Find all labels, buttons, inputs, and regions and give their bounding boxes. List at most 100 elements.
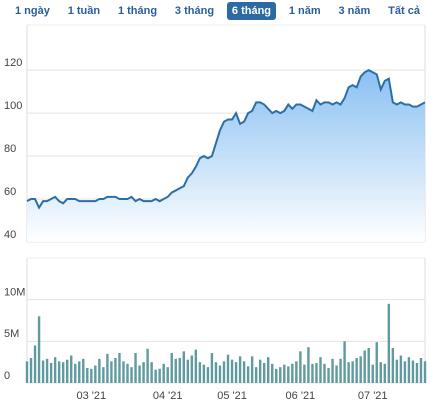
volume-bar: [307, 347, 310, 383]
volume-bar: [234, 362, 238, 383]
volume-bar: [355, 358, 358, 383]
volume-bar: [170, 353, 173, 383]
volume-bar: [283, 364, 286, 383]
volume-bar: [78, 361, 81, 383]
volume-bar: [291, 363, 294, 383]
volume-bar: [226, 354, 230, 383]
volume-bar: [295, 361, 298, 383]
y-tick-label: 40: [4, 229, 16, 241]
volume-bar: [162, 363, 165, 383]
volume-bar: [194, 349, 198, 383]
volume-bar: [327, 368, 330, 383]
volume-bar: [267, 357, 270, 383]
volume-bar: [158, 368, 161, 383]
volume-bar: [359, 356, 362, 383]
volume-bar: [154, 369, 157, 383]
y-tick-label: 0: [4, 370, 10, 382]
volume-bar: [134, 353, 137, 383]
volume-bar: [311, 363, 314, 383]
volume-bar: [53, 357, 57, 383]
volume-bar: [202, 364, 206, 383]
x-tick-label: 06 '21: [286, 390, 316, 402]
volume-bar: [150, 362, 153, 383]
range-button[interactable]: 6 tháng: [226, 2, 277, 20]
volume-bar: [214, 362, 218, 383]
volume-bar: [271, 363, 274, 383]
range-button[interactable]: Tất cả: [388, 5, 420, 17]
volume-bar: [61, 362, 65, 383]
volume-bar: [106, 353, 109, 383]
volume-bar: [66, 359, 69, 383]
volume-bar: [391, 348, 395, 383]
volume-bar: [323, 363, 326, 383]
volume-bar: [415, 363, 419, 383]
range-button[interactable]: 3 năm: [338, 5, 371, 17]
y-tick-label: 100: [4, 100, 22, 112]
volume-bar: [102, 367, 105, 383]
volume-bar: [242, 361, 246, 383]
volume-bar: [206, 367, 210, 383]
x-tick-label: 03 '21: [77, 390, 107, 402]
volume-bar: [399, 355, 403, 383]
volume-bar: [146, 348, 149, 383]
volume-bar: [403, 361, 407, 383]
volume-bar: [419, 358, 423, 383]
x-tick-label: 04 '21: [153, 390, 183, 402]
volume-bar: [57, 361, 61, 383]
volume-bar: [379, 362, 382, 383]
volume-bar: [114, 358, 117, 383]
range-button[interactable]: 3 tháng: [174, 5, 215, 17]
volume-bar: [182, 351, 185, 383]
volume-bar: [254, 367, 258, 383]
volume-bar: [275, 368, 278, 383]
volume-bar: [70, 355, 73, 383]
volume-bar: [126, 363, 129, 383]
volume-bar: [29, 358, 33, 383]
volume-bar: [33, 345, 37, 383]
volume-bar: [383, 363, 386, 383]
volume-bar: [86, 368, 89, 383]
y-tick-label: 80: [4, 143, 16, 155]
volume-bar: [315, 363, 318, 383]
volume-bar: [198, 362, 202, 383]
volume-bar: [375, 342, 378, 383]
volume-bar: [423, 361, 427, 383]
range-selector: 1 ngày 1 tuần 1 tháng 3 tháng 6 tháng 1 năm 3 …: [0, 0, 433, 22]
y-tick-label: 120: [4, 57, 22, 69]
y-tick-label: 5M: [4, 328, 19, 340]
volume-bar: [210, 353, 214, 383]
volume-bar: [138, 365, 141, 383]
volume-bar: [142, 362, 145, 383]
volume-bar: [395, 359, 399, 383]
volume-bar: [262, 363, 266, 383]
volume-bar: [303, 364, 306, 383]
volume-bar: [347, 362, 350, 383]
range-button[interactable]: 1 ngày: [15, 5, 50, 17]
volume-bar: [230, 359, 234, 383]
volume-bar: [331, 358, 334, 383]
volume-bar: [45, 358, 49, 383]
volume-bar: [218, 365, 222, 383]
volume-bar: [190, 355, 194, 383]
volume-bar: [74, 363, 77, 383]
volume-bar: [411, 360, 415, 383]
volume-bar: [222, 361, 226, 383]
volume-bar: [90, 368, 93, 383]
range-button[interactable]: 1 tháng: [117, 5, 158, 17]
volume-bar: [82, 358, 85, 383]
volume-bar: [319, 357, 322, 383]
volume-bar: [339, 358, 342, 383]
volume-bar: [287, 366, 290, 383]
volume-bar: [122, 361, 125, 383]
range-button[interactable]: 1 năm: [288, 5, 321, 17]
volume-bar: [351, 361, 354, 383]
volume-bar: [250, 356, 254, 383]
y-tick-label: 10M: [4, 287, 25, 299]
range-button[interactable]: 1 tuần: [67, 5, 101, 17]
volume-bar: [279, 367, 282, 383]
volume-bar: [110, 361, 113, 383]
volume-bar: [387, 303, 391, 383]
volume-bar: [178, 358, 181, 383]
